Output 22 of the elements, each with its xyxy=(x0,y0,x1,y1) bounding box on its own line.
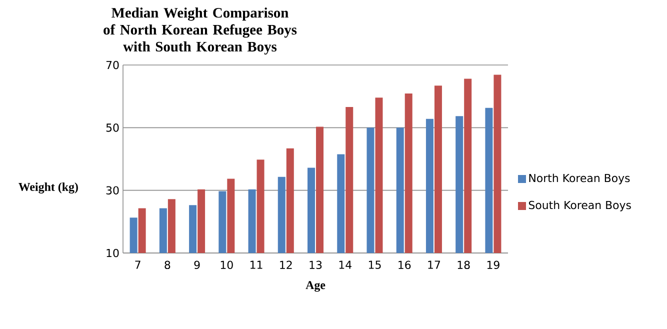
x-axis-title: Age xyxy=(306,281,326,292)
x-tick-label: 10 xyxy=(220,260,233,270)
chart-title: Median Weight Comparison of North Korean Refugee Boys with South Korean Boys xyxy=(104,8,297,55)
x-tick-label: 11 xyxy=(250,260,262,269)
x-tick-label: 19 xyxy=(487,260,500,270)
legend-label: South Korean Boys xyxy=(528,200,631,212)
x-tick-label: 8 xyxy=(164,260,170,270)
x-tick-label: 12 xyxy=(280,260,292,269)
legend-label: North Korean Boys xyxy=(529,174,630,184)
x-tick-label: 14 xyxy=(339,260,352,269)
x-tick-label: 17 xyxy=(428,260,440,269)
y-tick-label: 50 xyxy=(106,124,119,132)
y-tick-label: 10 xyxy=(106,248,119,258)
y-tick-label: 70 xyxy=(106,60,119,70)
x-tick-label: 9 xyxy=(194,260,200,270)
y-axis-title: Weight (kg) xyxy=(18,182,78,194)
x-tick-label: 13 xyxy=(310,260,322,270)
x-tick-label: 18 xyxy=(458,260,470,270)
x-tick-label: 15 xyxy=(368,260,381,269)
x-tick-label: 7 xyxy=(135,260,140,269)
y-tick-label: 30 xyxy=(106,186,119,194)
x-tick-label: 16 xyxy=(398,260,411,270)
